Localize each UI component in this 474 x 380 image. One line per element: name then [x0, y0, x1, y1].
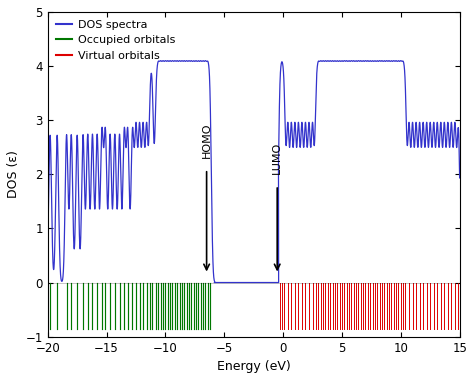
DOS spectra: [457, 176, 463, 180]
DOS spectra: [115, 175, 121, 180]
X-axis label: Energy (eV): Energy (eV): [217, 360, 291, 373]
Line: DOS spectra: DOS spectra: [48, 61, 460, 282]
DOS spectra: [211, 280, 217, 285]
Y-axis label: DOS (ε): DOS (ε): [7, 150, 20, 198]
DOS spectra: [384, 59, 390, 63]
Legend: DOS spectra, Occupied orbitals, Virtual orbitals: DOS spectra, Occupied orbitals, Virtual …: [53, 17, 177, 63]
DOS spectra: [61, 266, 66, 270]
DOS spectra: [322, 59, 328, 63]
DOS spectra: [105, 205, 110, 210]
DOS spectra: [171, 59, 177, 63]
DOS spectra: [45, 244, 51, 248]
Text: HOMO: HOMO: [201, 123, 211, 158]
DOS spectra: [179, 59, 185, 63]
Text: LUMO: LUMO: [272, 142, 282, 174]
